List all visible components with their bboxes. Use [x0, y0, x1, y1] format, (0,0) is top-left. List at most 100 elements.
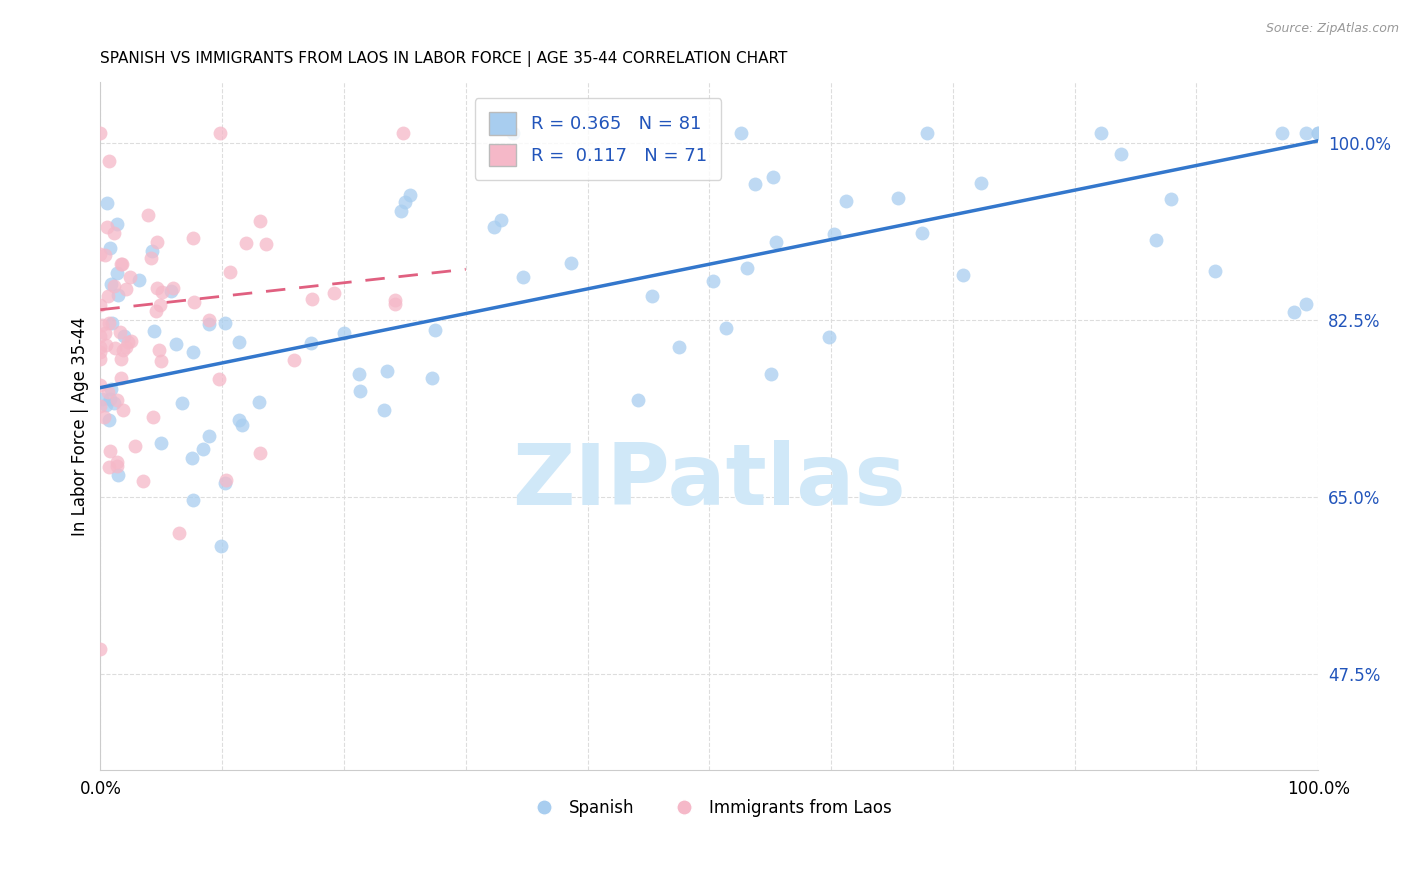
Point: [93, 410, 115, 425]
Point: [254, 237, 277, 252]
Point: [145, 281, 167, 295]
Point: [394, 194, 416, 209]
Point: [89, 399, 111, 413]
Point: [150, 354, 173, 368]
Point: [181, 493, 204, 508]
Point: [198, 429, 221, 443]
Point: [420, 371, 443, 385]
Point: [105, 459, 128, 474]
Point: [231, 418, 253, 433]
Point: [165, 337, 187, 351]
Point: [98, 443, 121, 458]
Point: [952, 268, 974, 282]
Point: [249, 446, 271, 460]
Point: [146, 235, 169, 249]
Point: [299, 336, 322, 351]
Point: [247, 394, 270, 409]
Point: [97, 460, 120, 475]
Point: [89, 345, 111, 359]
Point: [482, 220, 505, 235]
Point: [384, 293, 406, 308]
Point: [817, 330, 839, 344]
Point: [103, 278, 125, 293]
Point: [89, 340, 111, 354]
Point: [105, 455, 128, 469]
Point: [96, 196, 118, 211]
Point: [97, 289, 120, 303]
Point: [89, 641, 111, 656]
Point: [183, 231, 205, 245]
Point: [1204, 264, 1226, 278]
Point: [94, 338, 117, 352]
Point: [714, 321, 737, 335]
Point: [1109, 147, 1132, 161]
Point: [512, 270, 534, 285]
Point: [228, 413, 250, 427]
Point: [89, 352, 111, 367]
Point: [389, 203, 412, 218]
Point: [107, 467, 129, 482]
Point: [112, 329, 135, 343]
Point: [1271, 126, 1294, 140]
Point: [197, 312, 219, 326]
Text: SPANISH VS IMMIGRANTS FROM LAOS IN LABOR FORCE | AGE 35-44 CORRELATION CHART: SPANISH VS IMMIGRANTS FROM LAOS IN LABOR…: [100, 51, 787, 67]
Point: [108, 325, 131, 339]
Point: [911, 226, 934, 240]
Point: [214, 316, 236, 330]
Point: [835, 194, 858, 208]
Point: [89, 246, 111, 260]
Point: [107, 288, 129, 302]
Point: [228, 335, 250, 350]
Point: [1090, 126, 1112, 140]
Point: [98, 153, 121, 168]
Point: [823, 227, 845, 241]
Point: [349, 384, 371, 399]
Point: [215, 474, 238, 488]
Point: [235, 235, 257, 250]
Point: [94, 326, 117, 340]
Point: [915, 126, 938, 140]
Point: [97, 317, 120, 331]
Point: [98, 240, 121, 254]
Point: [183, 345, 205, 359]
Point: [105, 392, 128, 407]
Point: [118, 270, 141, 285]
Y-axis label: In Labor Force | Age 35-44: In Labor Force | Age 35-44: [72, 317, 89, 535]
Point: [1295, 126, 1317, 140]
Point: [1295, 297, 1317, 311]
Point: [115, 340, 138, 354]
Point: [207, 372, 229, 386]
Point: [111, 256, 134, 270]
Point: [301, 292, 323, 306]
Point: [191, 442, 214, 456]
Point: [1308, 126, 1330, 140]
Point: [209, 126, 232, 140]
Point: [1282, 305, 1305, 319]
Point: [132, 475, 155, 489]
Point: [181, 450, 204, 465]
Point: [141, 252, 163, 266]
Point: [89, 298, 111, 312]
Point: [103, 226, 125, 240]
Point: [211, 539, 233, 553]
Point: [333, 326, 356, 340]
Point: [128, 273, 150, 287]
Point: [502, 126, 524, 140]
Point: [89, 378, 111, 392]
Point: [970, 176, 993, 190]
Point: [627, 392, 650, 407]
Point: [104, 341, 127, 355]
Point: [1144, 233, 1167, 247]
Point: [120, 334, 142, 348]
Point: [97, 413, 120, 427]
Point: [1160, 192, 1182, 206]
Point: [170, 395, 193, 409]
Point: [744, 178, 766, 192]
Point: [392, 126, 415, 140]
Point: [887, 190, 910, 204]
Point: [735, 261, 758, 276]
Point: [730, 126, 752, 140]
Point: [759, 367, 782, 381]
Point: [373, 403, 395, 417]
Point: [489, 212, 512, 227]
